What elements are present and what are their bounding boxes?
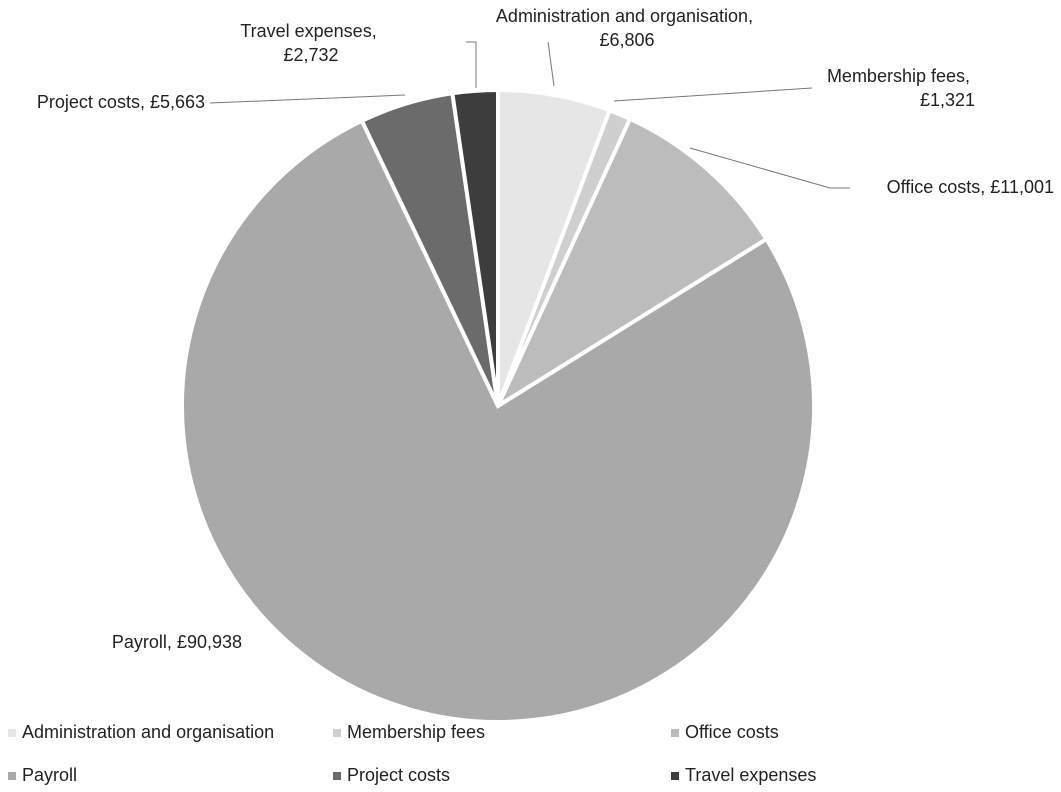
legend-label: Travel expenses (685, 765, 816, 785)
label-line: Administration and organisation, (496, 6, 758, 26)
legend-label: Payroll (22, 765, 77, 785)
legend-label: Administration and organisation (22, 722, 274, 742)
data-label: Office costs, £11,001 (887, 177, 1054, 197)
leader-line (209, 94, 406, 104)
leader-line (613, 87, 813, 102)
data-label: Project costs, £5,663 (37, 92, 205, 112)
data-label: Membership fees, £1,321 (827, 66, 975, 110)
leader-line (466, 41, 477, 88)
label-line: £1,321 (920, 90, 975, 110)
legend-swatch (671, 772, 679, 780)
legend-swatch (671, 729, 679, 737)
label-line: Membership fees, (827, 66, 975, 86)
pie-slice (180, 118, 816, 724)
legend-label: Project costs (347, 765, 450, 785)
legend-swatch (333, 772, 341, 780)
data-label: Travel expenses, £2,732 (240, 21, 381, 65)
legend-label: Office costs (685, 722, 779, 742)
pie-slice (450, 87, 500, 407)
data-label: Payroll, £90,938 (112, 632, 242, 652)
label-line: £6,806 (599, 30, 654, 50)
legend-swatch (333, 729, 341, 737)
label-line: Travel expenses, (240, 21, 381, 41)
leader-line (547, 41, 555, 87)
pie-slice (493, 116, 770, 412)
leader-line (689, 147, 850, 189)
label-line: £2,732 (283, 45, 338, 65)
legend-swatch (8, 772, 16, 780)
legend-swatch (8, 729, 16, 737)
legend-label: Membership fees (347, 722, 485, 742)
data-label: Administration and organisation, £6,806 (496, 6, 758, 50)
